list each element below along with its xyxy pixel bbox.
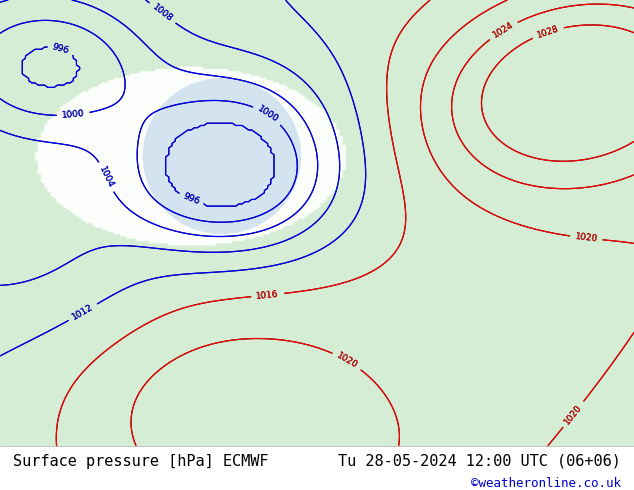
Text: 1028: 1028 [536, 24, 560, 40]
Text: 1004: 1004 [98, 165, 115, 189]
Text: 1000: 1000 [61, 109, 85, 120]
Text: 1020: 1020 [574, 232, 598, 244]
Text: 996: 996 [181, 192, 201, 207]
Text: 1012: 1012 [70, 303, 95, 322]
Ellipse shape [143, 78, 301, 234]
Text: 1012: 1012 [70, 303, 95, 322]
Text: 1016: 1016 [256, 290, 280, 301]
Text: 1024: 1024 [491, 21, 515, 40]
Text: 1000: 1000 [256, 104, 280, 124]
Text: Surface pressure [hPa] ECMWF: Surface pressure [hPa] ECMWF [13, 454, 268, 469]
Text: Tu 28-05-2024 12:00 UTC (06+06): Tu 28-05-2024 12:00 UTC (06+06) [339, 454, 621, 469]
Text: 1028: 1028 [536, 24, 560, 40]
Text: 996: 996 [51, 43, 70, 56]
Text: 1020: 1020 [563, 402, 584, 426]
Text: 996: 996 [181, 192, 201, 207]
Text: 1020: 1020 [574, 232, 598, 244]
Text: 1000: 1000 [256, 104, 280, 124]
Text: 1004: 1004 [98, 165, 115, 189]
Text: ©weatheronline.co.uk: ©weatheronline.co.uk [471, 477, 621, 490]
Text: 1008: 1008 [151, 2, 174, 24]
Text: 996: 996 [51, 43, 70, 56]
Text: 1016: 1016 [256, 290, 280, 301]
Text: 1020: 1020 [563, 402, 584, 426]
Text: 1020: 1020 [335, 351, 359, 370]
Text: 1008: 1008 [151, 2, 174, 24]
Text: 1020: 1020 [335, 351, 359, 370]
Text: 1024: 1024 [491, 21, 515, 40]
Text: 1000: 1000 [61, 109, 85, 120]
